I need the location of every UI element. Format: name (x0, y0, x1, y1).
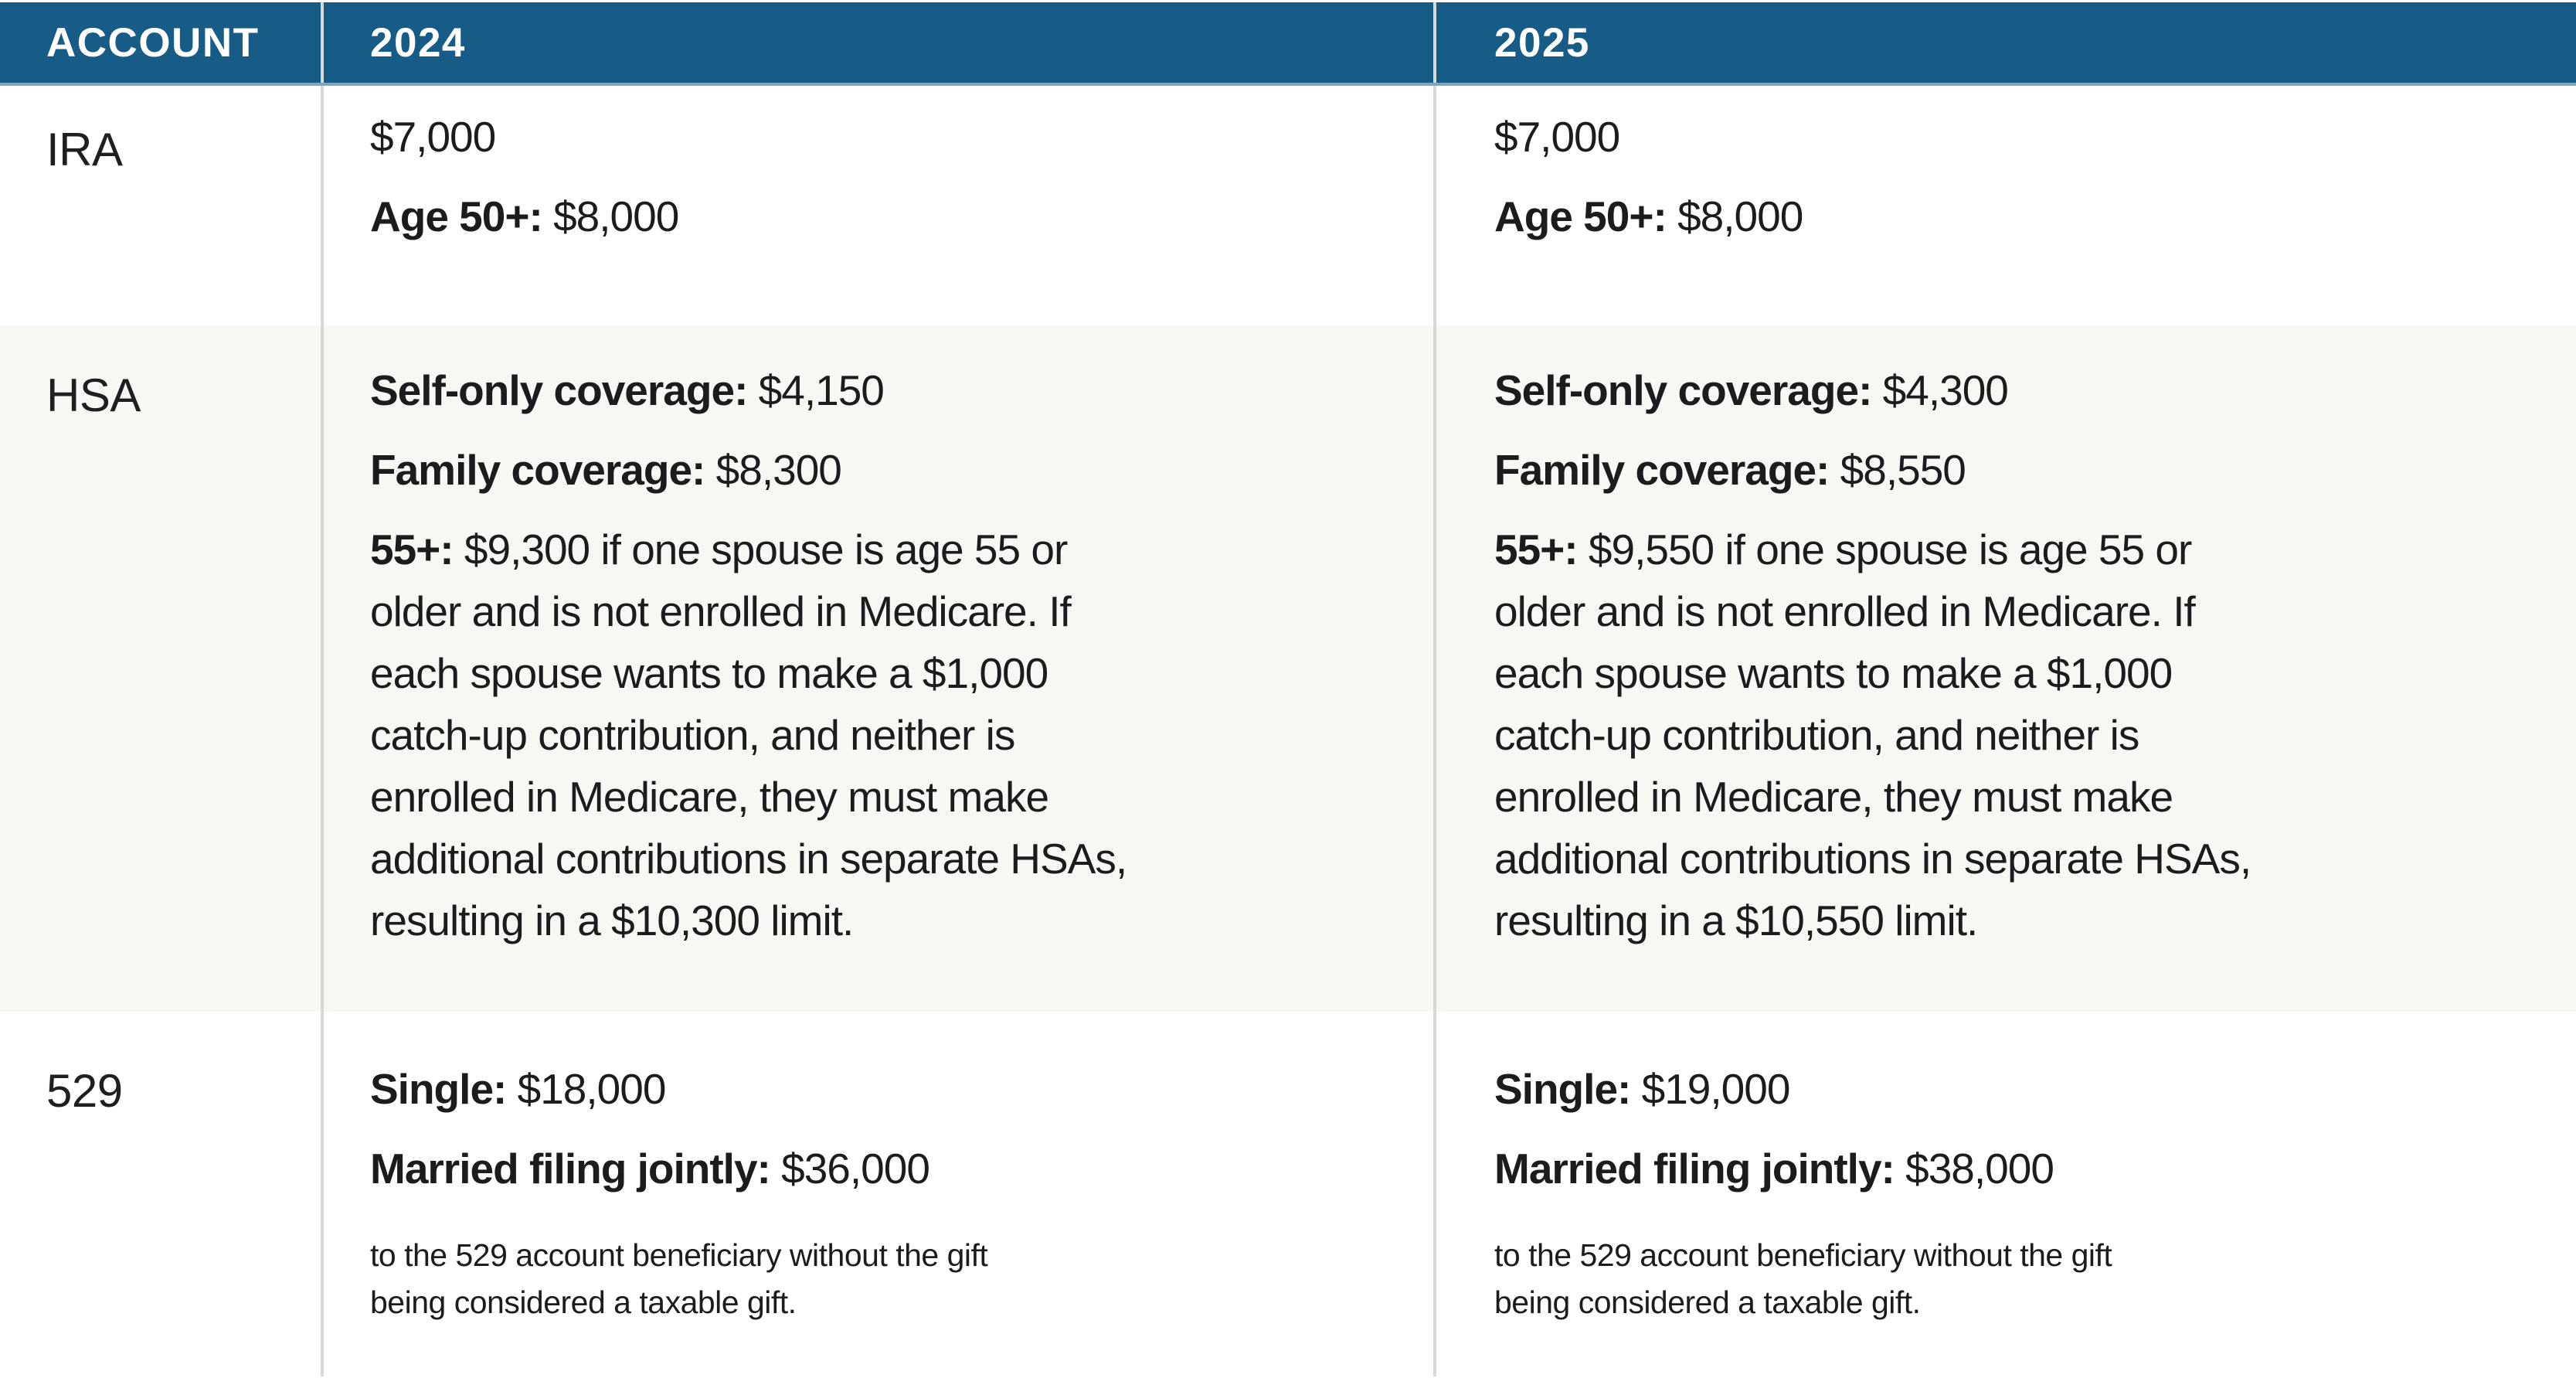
header-cell-2024: 2024 (324, 2, 1436, 83)
ira-2024-limit-value: $7,000 (370, 113, 496, 161)
cell-ira-2024: $7,000 Age 50+: $8,000 (324, 86, 1436, 325)
f529-2024-single-label: Single: (370, 1065, 507, 1113)
hsa-2024-family: Family coverage: $8,300 (370, 439, 1387, 501)
cell-529-2024: Single: $18,000 Married filing jointly: … (324, 1012, 1436, 1376)
f529-2025-note: to the 529 account beneficiary without t… (1494, 1237, 2112, 1320)
ira-2025-age50-value: $8,000 (1677, 192, 1803, 240)
hsa-2025-family-label: Family coverage: (1494, 446, 1830, 494)
f529-2025-married-value: $38,000 (1905, 1145, 2054, 1193)
hsa-2025-catchup-paragraph: 55+: $9,550 if one spouse is age 55 or o… (1494, 519, 2530, 951)
f529-2025-single-label: Single: (1494, 1065, 1631, 1113)
f529-2024-single: Single: $18,000 (370, 1058, 1387, 1120)
row-label-529: 529 (0, 1012, 324, 1376)
ira-2024-limit: $7,000 (370, 106, 1387, 168)
f529-label: 529 (46, 1065, 123, 1117)
hsa-2025-family: Family coverage: $8,550 (1494, 439, 2530, 501)
hsa-2025-catchup-text: $9,550 if one spouse is age 55 or older … (1494, 526, 2251, 944)
ira-label: IRA (46, 124, 123, 175)
f529-2025-married: Married filing jointly: $38,000 (1494, 1138, 2530, 1199)
table-header-row: ACCOUNT 2024 2025 (0, 2, 2576, 86)
hsa-2024-catchup-label: 55+: (370, 526, 454, 573)
table-row-ira: IRA $7,000 Age 50+: $8,000 $7,000 Age 50… (0, 86, 2576, 325)
ira-2024-age50-value: $8,000 (553, 192, 679, 240)
row-label-hsa: HSA (0, 325, 324, 1012)
table-row-529: 529 Single: $18,000 Married filing joint… (0, 1012, 2576, 1376)
ira-2025-limit: $7,000 (1494, 106, 2530, 168)
header-2024-label: 2024 (370, 19, 466, 66)
hsa-2025-self-value: $4,300 (1882, 366, 2009, 414)
cell-hsa-2025: Self-only coverage: $4,300 Family covera… (1436, 325, 2576, 1012)
ira-2024-catchup: Age 50+: $8,000 (370, 185, 1387, 247)
hsa-2024-catchup-paragraph: 55+: $9,300 if one spouse is age 55 or o… (370, 519, 1387, 951)
ira-2025-age50-label: Age 50+: (1494, 192, 1667, 240)
row-label-ira: IRA (0, 86, 324, 325)
f529-2024-married-label: Married filing jointly: (370, 1145, 771, 1193)
f529-2024-single-value: $18,000 (517, 1065, 667, 1113)
f529-2024-married-value: $36,000 (781, 1145, 930, 1193)
ira-2024-age50-label: Age 50+: (370, 192, 543, 240)
ira-2025-catchup: Age 50+: $8,000 (1494, 185, 2530, 247)
header-account-label: ACCOUNT (46, 19, 260, 66)
hsa-2024-family-value: $8,300 (715, 446, 842, 494)
f529-2025-single: Single: $19,000 (1494, 1058, 2530, 1120)
ira-2025-limit-value: $7,000 (1494, 113, 1620, 161)
hsa-2024-catchup-text: $9,300 if one spouse is age 55 or older … (370, 526, 1127, 944)
hsa-2024-family-label: Family coverage: (370, 446, 705, 494)
header-2025-label: 2025 (1494, 19, 1590, 66)
cell-ira-2025: $7,000 Age 50+: $8,000 (1436, 86, 2576, 325)
hsa-2025-catchup-label: 55+: (1494, 526, 1579, 573)
f529-2024-note: to the 529 account beneficiary without t… (370, 1237, 988, 1320)
cell-529-2025: Single: $19,000 Married filing jointly: … (1436, 1012, 2576, 1376)
hsa-2024-self-label: Self-only coverage: (370, 366, 748, 414)
cell-hsa-2024: Self-only coverage: $4,150 Family covera… (324, 325, 1436, 1012)
hsa-2025-family-value: $8,550 (1840, 446, 1966, 494)
header-cell-2025: 2025 (1436, 2, 2576, 83)
hsa-2024-self-only: Self-only coverage: $4,150 (370, 359, 1387, 421)
f529-2024-married: Married filing jointly: $36,000 (370, 1138, 1387, 1199)
f529-2025-single-value: $19,000 (1641, 1065, 1791, 1113)
hsa-label: HSA (46, 369, 141, 421)
hsa-2024-self-value: $4,150 (758, 366, 885, 414)
table-row-hsa: HSA Self-only coverage: $4,150 Family co… (0, 325, 2576, 1012)
hsa-2025-self-only: Self-only coverage: $4,300 (1494, 359, 2530, 421)
f529-2025-married-label: Married filing jointly: (1494, 1145, 1895, 1193)
hsa-2025-self-label: Self-only coverage: (1494, 366, 1872, 414)
header-cell-account: ACCOUNT (0, 2, 324, 83)
